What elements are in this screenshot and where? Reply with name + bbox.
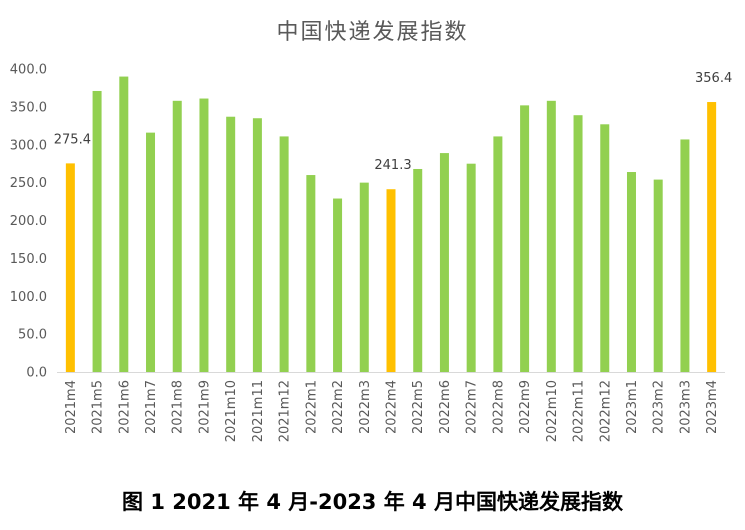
x-tick-label: 2021m6 [117, 380, 132, 434]
figure-caption: 图 1 2021 年 4 月-2023 年 4 月中国快递发展指数 [122, 490, 623, 514]
y-tick-label: 50.0 [18, 328, 47, 343]
bar-2023m1 [626, 172, 636, 372]
bar-2021m12 [279, 136, 289, 372]
x-tick-label: 2023m4 [705, 380, 720, 434]
y-tick-label: 250.0 [10, 176, 47, 191]
bar-2022m5 [413, 168, 423, 372]
x-tick-label: 2022m1 [304, 380, 319, 434]
y-tick-label: 400.0 [10, 63, 47, 78]
bar-2022m1 [306, 175, 316, 372]
data-labels: 275.4 241.3 356.4 [54, 71, 732, 173]
bar-2022m12 [600, 124, 610, 372]
x-tick-label: 2022m5 [411, 380, 426, 434]
bar-chart: 0.0 50.0 100.0 150.0 200.0 250.0 300.0 350.0 400… [10, 63, 732, 443]
bar-2022m3 [359, 182, 369, 373]
x-tick-label: 2022m4 [385, 380, 400, 434]
bar-2022m2 [333, 198, 343, 372]
bar-2021m4 [65, 163, 75, 372]
y-tick-label: 350.0 [10, 100, 47, 115]
x-tick-label: 2022m9 [518, 380, 533, 434]
x-tick-label: 2021m10 [224, 380, 239, 442]
bar-2021m7 [146, 132, 156, 372]
bar-2023m2 [653, 179, 663, 372]
bar-2022m9 [520, 105, 530, 373]
x-tick-label: 2021m8 [171, 380, 186, 434]
bar-2021m6 [119, 76, 129, 372]
x-tick-label: 2021m4 [64, 380, 79, 434]
bar-2021m9 [199, 98, 209, 372]
bar-2021m11 [252, 118, 262, 373]
bars [65, 76, 717, 373]
y-axis: 0.0 50.0 100.0 150.0 200.0 250.0 300.0 350.0 400… [10, 63, 47, 381]
x-tick-label: 2022m12 [598, 380, 613, 442]
x-tick-label: 2021m9 [197, 380, 212, 434]
x-tick-label: 2023m3 [678, 380, 693, 434]
x-tick-label: 2022m10 [545, 380, 560, 442]
y-tick-label: 0.0 [26, 366, 47, 381]
x-tick-label: 2021m12 [278, 380, 293, 442]
x-tick-label: 2022m2 [331, 380, 346, 434]
y-tick-label: 150.0 [10, 252, 47, 267]
x-tick-label: 2022m6 [438, 380, 453, 434]
x-tick-label: 2022m11 [572, 380, 587, 442]
x-tick-label: 2021m5 [91, 380, 106, 434]
y-tick-label: 100.0 [10, 290, 47, 305]
x-axis: 2021m4 2021m5 2021m6 2021m7 2021m8 2021m9 2021… [64, 380, 720, 442]
x-tick-label: 2022m3 [358, 380, 373, 434]
data-label-2021m4: 275.4 [54, 132, 91, 147]
data-label-2022m4: 241.3 [374, 158, 411, 173]
bar-2022m8 [493, 136, 503, 372]
bar-2021m10 [226, 116, 236, 372]
bar-2023m4 [707, 102, 717, 372]
y-tick-label: 200.0 [10, 214, 47, 229]
x-tick-label: 2023m1 [625, 380, 640, 434]
bar-2022m6 [439, 153, 449, 372]
y-tick-label: 300.0 [10, 138, 47, 153]
chart-title: 中国快递发展指数 [276, 20, 469, 45]
x-tick-label: 2022m7 [465, 380, 480, 434]
bar-2023m3 [680, 139, 690, 372]
data-label-2023m4: 356.4 [695, 71, 732, 86]
bar-2021m8 [172, 100, 182, 372]
x-tick-label: 2023m2 [652, 380, 667, 434]
bar-2022m11 [573, 115, 583, 373]
bar-2021m5 [92, 90, 102, 372]
bar-2022m4 [386, 189, 396, 372]
bar-2022m7 [466, 163, 476, 372]
x-tick-label: 2021m7 [144, 380, 159, 434]
bar-2022m10 [546, 100, 556, 372]
x-tick-label: 2021m11 [251, 380, 266, 442]
x-tick-label: 2022m8 [491, 380, 506, 434]
